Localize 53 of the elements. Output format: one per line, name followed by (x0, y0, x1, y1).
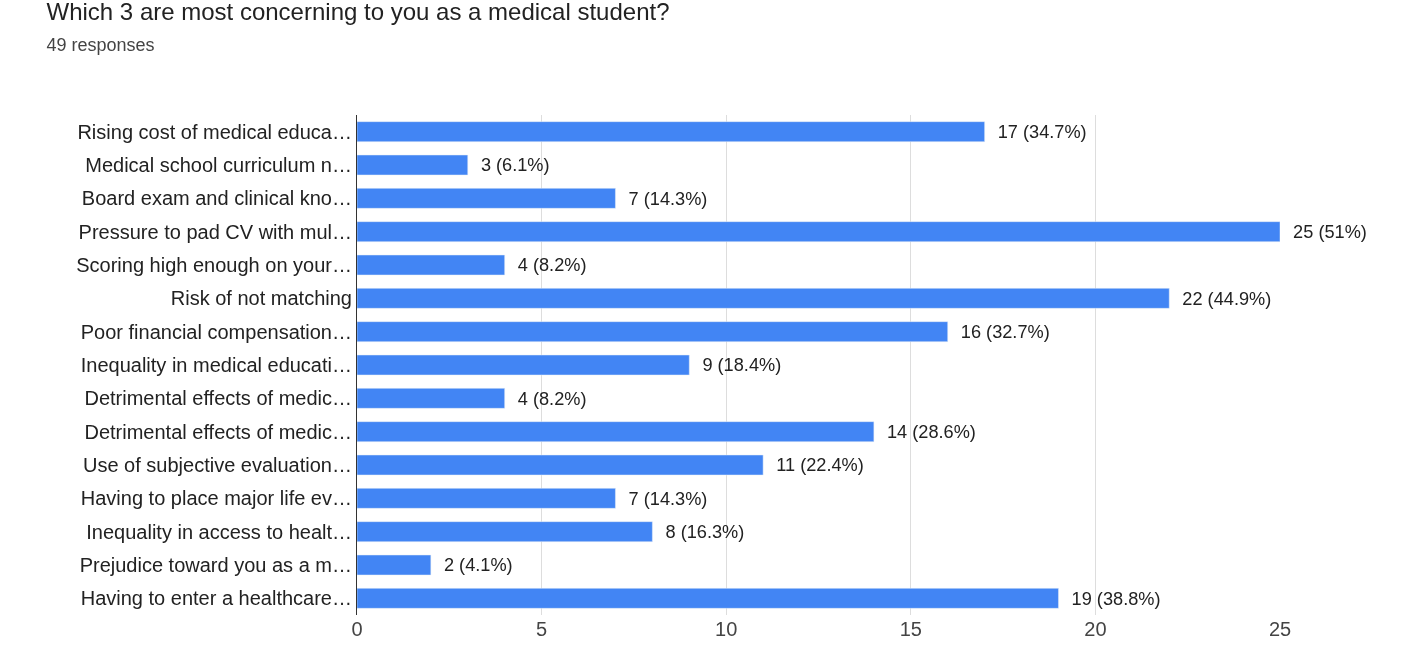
y-tick-label: Rising cost of medical educa… (77, 120, 352, 143)
data-label: 9 (18.4%) (692, 355, 782, 376)
text: 49 responses (46, 34, 155, 55)
y-tick-label: Medical school curriculum n… (85, 154, 352, 176)
x-tick-label: 15 (899, 618, 922, 640)
chart-title: Which 3 are most concerning to you as a medical student? (46, 0, 670, 25)
y-tick-label: Prejudice toward you as a m… (79, 554, 352, 576)
bar (357, 554, 432, 576)
data-label: 22 (44.9%) (1172, 288, 1272, 309)
y-tick-label: Use of subjective evaluation… (82, 454, 352, 476)
y-tick-label: Detrimental effects of medic… (84, 387, 352, 410)
y-tick-label: Risk of not matching (170, 287, 352, 310)
y-tick-label: Having to enter a healthcare… (80, 587, 352, 610)
bar (357, 421, 875, 442)
data-label: 7 (14.3%) (618, 488, 708, 509)
y-tick-label: Scoring high enough on your… (76, 254, 352, 276)
bar (357, 288, 1170, 309)
data-label: 19 (38.8%) (1061, 588, 1161, 609)
bar (357, 121, 985, 142)
y-tick-label: Having to place major life ev… (80, 487, 352, 510)
bar (357, 521, 653, 542)
data-label: 11 (22.4%) (766, 455, 864, 476)
bar (357, 154, 469, 176)
y-tick-label: Inequality in access to healt… (86, 520, 352, 543)
data-label: 17 (34.7%) (987, 122, 1087, 143)
x-tick-label: 5 (536, 618, 548, 640)
bar (357, 254, 505, 276)
data-label: 2 (4.1%) (433, 555, 513, 576)
y-tick-label: Poor financial compensation… (80, 320, 352, 343)
x-tick-label: 25 (1268, 618, 1292, 640)
bar (357, 588, 1059, 609)
data-label: 8 (16.3%) (655, 522, 745, 543)
y-tick-label: Inequality in medical educati… (80, 354, 352, 376)
bar (357, 454, 764, 476)
data-label: 14 (28.6%) (876, 422, 976, 443)
bar (357, 488, 616, 509)
data-label: 4 (8.2%) (507, 255, 587, 276)
data-label: 4 (8.2%) (507, 388, 587, 409)
bar (357, 388, 505, 409)
bar (357, 188, 616, 209)
data-label: 7 (14.3%) (618, 188, 708, 209)
data-label: 3 (6.1%) (470, 155, 550, 176)
data-label: 25 (51%) (1283, 222, 1367, 243)
bar (357, 221, 1280, 242)
y-tick-label: Detrimental effects of medic… (84, 420, 352, 443)
bar (357, 321, 948, 342)
data-label: 16 (32.7%) (950, 322, 1050, 343)
x-tick-label: 0 (351, 618, 363, 640)
y-tick-label: Board exam and clinical kno… (81, 187, 352, 210)
x-tick-label: 20 (1084, 618, 1107, 640)
y-tick-label: Pressure to pad CV with mul… (78, 220, 352, 243)
bar (357, 354, 690, 376)
x-tick-label: 10 (715, 618, 738, 640)
